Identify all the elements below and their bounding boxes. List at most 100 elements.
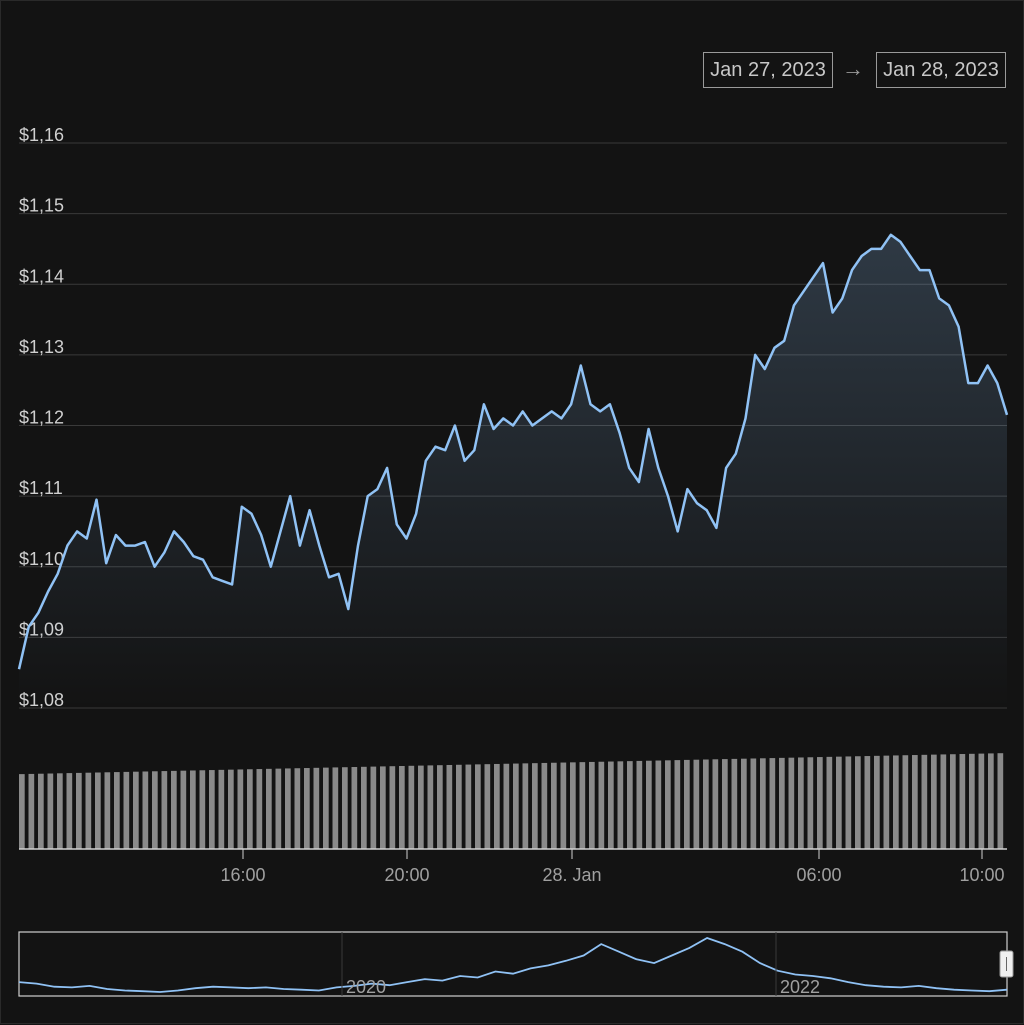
y-tick-label: $1,16 — [19, 125, 64, 145]
volume-bar — [285, 768, 291, 849]
y-tick-label: $1,12 — [19, 408, 64, 428]
range-from-input[interactable]: Jan 27, 2023 — [703, 52, 833, 88]
navigator-tick-label: 2022 — [780, 977, 820, 997]
volume-bar — [313, 767, 320, 849]
volume-bar — [494, 763, 500, 849]
volume-bar — [437, 765, 443, 849]
volume-bar — [589, 761, 595, 849]
volume-bar — [180, 770, 187, 849]
volume-bar — [902, 755, 909, 849]
volume-bar — [674, 760, 681, 849]
price-line — [17, 233, 1009, 670]
volume-bar — [864, 756, 871, 849]
volume-bar — [161, 771, 168, 849]
volume-bar — [807, 757, 814, 849]
volume-bar — [950, 754, 956, 849]
volume-bar — [104, 772, 111, 849]
volume-bar — [826, 756, 833, 849]
volume-bar — [304, 768, 310, 849]
volume-bar — [266, 768, 272, 849]
volume-bar — [579, 762, 586, 849]
volume-bar — [408, 765, 415, 849]
volume-bar — [513, 763, 519, 849]
y-tick-label: $1,10 — [19, 549, 64, 569]
volume-bar — [484, 764, 491, 849]
volume-bar — [332, 767, 339, 849]
volume-bar — [693, 759, 700, 849]
volume-bar — [399, 765, 405, 849]
volume-bar — [256, 769, 263, 849]
volume-bar — [855, 756, 861, 849]
x-axis: 16:00 20:00 28. Jan 06:00 10:00 — [19, 848, 1007, 885]
volume-bar — [921, 754, 928, 849]
volume-bar — [731, 758, 738, 849]
volume-bar — [47, 773, 54, 849]
volume-bar — [845, 756, 852, 849]
volume-bar — [351, 767, 358, 849]
volume-bar — [38, 773, 44, 849]
volume-bar — [750, 758, 757, 849]
volume-bar — [874, 755, 880, 849]
volume-bars — [19, 753, 1004, 849]
volume-bar — [370, 766, 377, 849]
x-tick-label: 16:00 — [220, 865, 265, 885]
y-tick-label: $1,13 — [19, 337, 64, 357]
volume-bar — [883, 755, 890, 849]
volume-bar — [247, 769, 253, 849]
volume-bar — [28, 773, 35, 849]
volume-bar — [475, 764, 481, 849]
x-tick-label: 10:00 — [959, 865, 1004, 885]
volume-bar — [560, 762, 567, 849]
x-tick-label: 20:00 — [384, 865, 429, 885]
volume-bar — [608, 761, 614, 849]
volume-bar — [798, 757, 804, 849]
volume-bar — [275, 768, 282, 849]
x-tick-label: 06:00 — [796, 865, 841, 885]
volume-bar — [323, 767, 329, 849]
volume-bar — [712, 759, 719, 849]
volume-bar — [551, 762, 557, 849]
volume-bar — [218, 769, 225, 849]
volume-bar — [199, 770, 206, 849]
volume-bar — [684, 759, 690, 849]
volume-bar — [133, 771, 139, 849]
volume-bar — [465, 764, 472, 849]
volume-bar — [152, 771, 158, 849]
volume-bar — [171, 770, 177, 849]
volume-bar — [503, 763, 510, 849]
volume-bar — [237, 769, 244, 849]
price-area-fill — [19, 234, 1007, 709]
volume-bar — [57, 773, 63, 849]
y-tick-label: $1,15 — [19, 196, 64, 216]
range-to-input[interactable]: Jan 28, 2023 — [876, 52, 1006, 88]
volume-bar — [817, 757, 823, 849]
volume-bar — [95, 772, 101, 849]
navigator[interactable]: 2020 2022 — [18, 931, 1014, 997]
x-tick-label: 28. Jan — [542, 865, 601, 885]
volume-bar — [598, 761, 605, 849]
volume-bar — [722, 759, 728, 849]
volume-bar — [209, 770, 215, 849]
volume-bar — [760, 758, 766, 849]
volume-bar — [636, 760, 643, 849]
volume-bar — [969, 753, 975, 849]
volume-bar — [114, 772, 120, 849]
volume-bar — [389, 766, 396, 849]
y-tick-label: $1,14 — [19, 266, 64, 286]
price-series — [17, 233, 1009, 670]
volume-bar — [988, 753, 994, 849]
volume-bar — [912, 755, 918, 849]
volume-bar — [19, 774, 25, 849]
volume-bar — [788, 757, 795, 849]
volume-bar — [123, 771, 130, 849]
volume-bar — [665, 760, 671, 849]
navigator-frame[interactable] — [18, 931, 1008, 997]
range-arrow: → — [842, 56, 864, 81]
volume-bar — [893, 755, 899, 849]
volume-bar — [456, 764, 462, 849]
volume-bar — [427, 765, 434, 849]
volume-bar — [655, 760, 662, 849]
volume-bar — [931, 754, 937, 849]
